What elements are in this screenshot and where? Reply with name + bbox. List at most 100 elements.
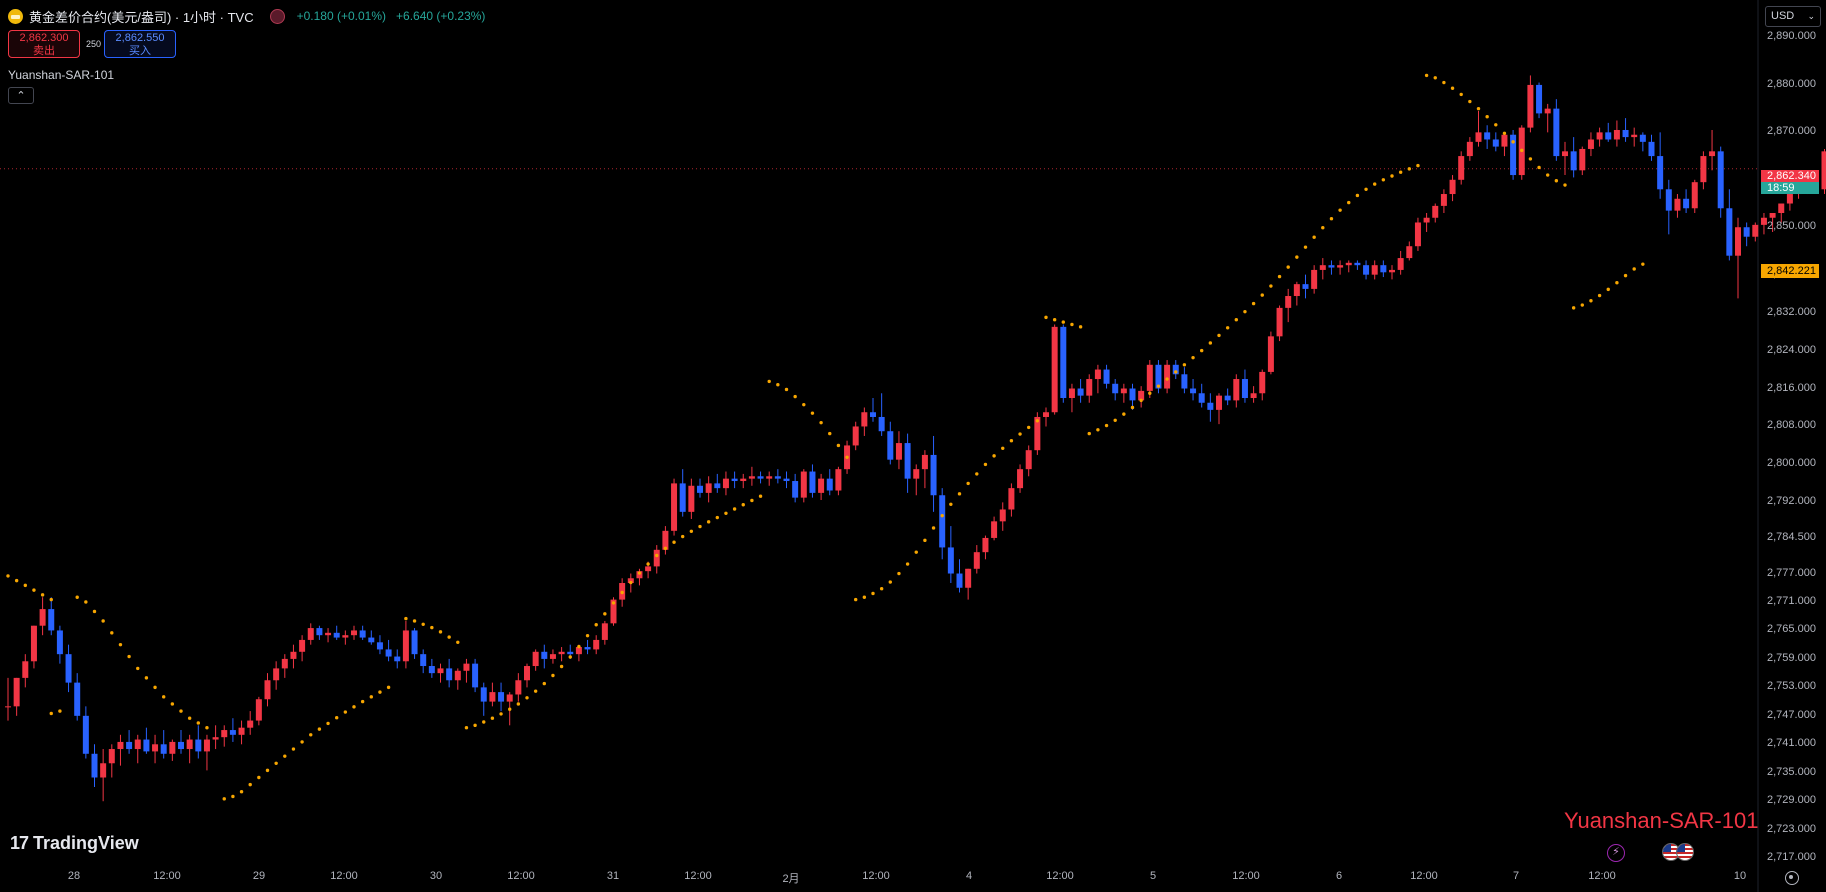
spread-value: 250 [86,39,102,49]
sar-dot [940,513,944,518]
candle-body [1613,129,1620,140]
candle-body [428,666,435,674]
sell-button[interactable]: 2,862.300 卖出 [8,30,80,58]
candle-body [1752,224,1759,237]
sar-dot [499,712,503,716]
candle-body [1536,84,1543,114]
candle-body [1371,265,1378,275]
candle-body [1224,395,1231,401]
sell-price: 2,862.300 [19,32,69,44]
sar-dot [1554,179,1559,183]
candle-body [584,647,591,650]
candle-body [783,478,790,482]
sar-dot [1001,446,1005,450]
sar-dot [1070,322,1074,327]
candle-body [1735,227,1741,256]
sar-dot [533,689,538,693]
us-flag-icon[interactable] [1676,843,1694,861]
sar-dot [975,472,979,476]
candle-body [541,651,548,659]
sar-dot [871,591,875,596]
sar-dot [1156,384,1161,388]
time-tick-label: 10 [1733,870,1747,882]
currency-select[interactable]: USD ⌄ [1765,6,1821,27]
sar-dot [637,571,642,575]
sar-dot [179,709,183,713]
sar-dot [1139,398,1143,403]
candle-body [913,469,920,479]
candle-body [359,630,366,638]
sar-dot [118,642,123,647]
sar-dot [1122,412,1126,416]
candle-body [402,630,409,662]
sar-dot [300,740,304,744]
candle-body [316,628,323,636]
symbol-title[interactable]: 黄金差价合约(美元/盎司) · 1小时 · TVC [29,9,254,25]
candle-body [1622,129,1629,138]
candle-body [1025,450,1032,470]
time-tick-label: 12:00 [684,870,712,882]
sar-dot [1096,428,1100,432]
tradingview-logo[interactable]: 17 TradingView [10,833,139,854]
tradingview-logo-text: TradingView [33,833,139,853]
sar-dot [144,676,149,680]
sar-dot [1277,274,1282,279]
price-tick-label: 2,723.000 [1767,822,1816,835]
sar-dot [1295,255,1299,259]
candle-body [100,763,107,778]
sar-dot [819,420,823,425]
candle-body [627,578,634,584]
sar-dot [1130,405,1135,410]
collapse-indicators-button[interactable]: ⌃ [8,87,34,104]
candle-body [1778,203,1785,214]
market-status-icon[interactable] [269,8,285,24]
time-tick-label: 12:00 [862,870,890,882]
sar-dot [1563,183,1567,187]
sar-dot [1234,318,1239,322]
candle-body [973,552,980,569]
sar-dot [516,702,521,706]
time-tick-label: 12:00 [153,870,181,882]
sar-dot [369,695,373,699]
sar-dot [508,707,512,711]
price-tick-label: 2,747.000 [1767,708,1816,721]
candle-body [195,739,202,752]
time-tick-label: 30 [429,870,443,882]
candle-body [662,530,669,550]
indicator-watermark: Yuanshan-SAR-101 [1564,808,1759,833]
candle-body [160,744,167,754]
candle-body [1354,262,1361,266]
sar-dot [1087,431,1091,436]
sar-dot [421,622,425,626]
candle-body [385,649,392,657]
candle-body [714,483,721,489]
candle-body [870,412,876,417]
sar-dot [689,529,694,534]
candle-body [74,682,81,716]
sell-label: 卖出 [33,45,55,57]
candle-body [1769,213,1776,218]
candle-body [1190,388,1197,394]
sar-dot [6,574,10,578]
sar-dot [620,590,624,595]
sar-dot [404,616,408,621]
candle-body [593,639,600,650]
candle-body [1138,390,1145,401]
sar-dot [793,394,797,399]
sar-dot [1390,174,1394,178]
time-tick-label: 7 [1512,870,1520,882]
buy-button[interactable]: 2,862.550 买入 [104,30,176,58]
candle-body [437,668,444,674]
candle-body [1605,132,1612,140]
sar-dot [1355,193,1360,198]
sar-dot [335,716,339,720]
candle-body [1017,469,1024,489]
candle-body [852,426,859,446]
sar-dot [1537,165,1541,170]
indicator-label[interactable]: Yuanshan-SAR-101 [8,68,115,82]
candle-body [1674,198,1681,211]
sar-dot [1589,299,1593,303]
lightning-icon[interactable]: ⚡ [1607,844,1625,862]
settings-icon[interactable] [1785,871,1799,885]
